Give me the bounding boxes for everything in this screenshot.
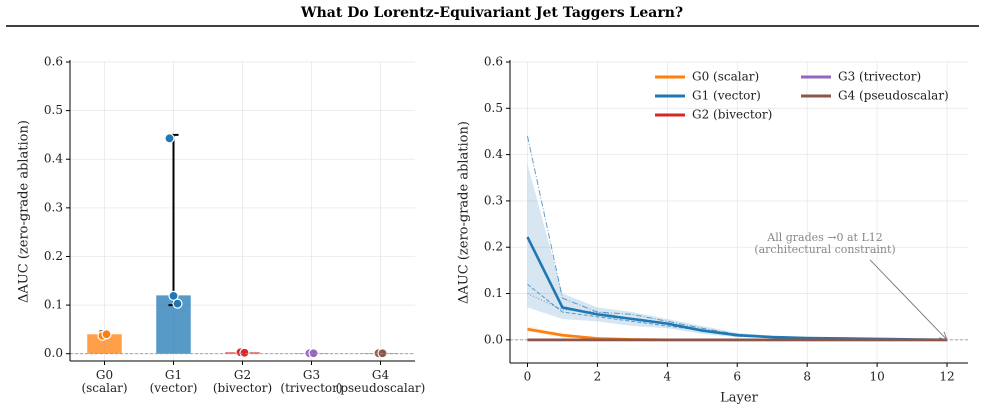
y-tick-label: 0.0 (44, 346, 63, 360)
seed-point (101, 329, 112, 340)
x-tick-label: 4 (664, 370, 672, 384)
annotation: All grades →0 at L12 (architectural const… (754, 231, 895, 256)
legend-label: G0 (scalar) (692, 70, 759, 84)
y-tick-label: 0.6 (44, 55, 63, 69)
seed-point (377, 348, 388, 359)
seed-point (239, 347, 250, 358)
x-tick-label: 10 (869, 370, 884, 384)
y-tick-label: 0.4 (484, 147, 503, 161)
legend-label: G3 (trivector) (838, 70, 921, 84)
y-tick-label: 0.2 (44, 249, 63, 263)
x-tick-label: 0 (524, 370, 532, 384)
y-tick-label: 0.3 (484, 193, 503, 207)
x-tick-label: 12 (939, 370, 954, 384)
x-tick-label: 8 (803, 370, 811, 384)
y-tick-label: 0.5 (484, 101, 503, 115)
annotation-arrow (869, 259, 948, 341)
y-tick-label: 0.5 (44, 103, 63, 117)
seed-point (164, 133, 175, 144)
y-tick-label: 0.4 (44, 152, 63, 166)
x-tick-label: G1 (vector) (150, 368, 198, 395)
y-axis-label: ΔAUC (zero-grade ablation) (17, 120, 32, 303)
x-tick-label: G4 (pseudoscalar) (336, 368, 426, 395)
y-tick-label: 0.2 (484, 240, 503, 254)
y-tick-label: 0.6 (484, 55, 503, 69)
legend-label: G2 (bivector) (692, 108, 772, 122)
legend-label: G4 (pseudoscalar) (838, 89, 949, 103)
legend-label: G1 (vector) (692, 89, 761, 103)
error-bar (168, 133, 179, 307)
y-tick-label: 0.1 (484, 286, 503, 300)
seed-point (172, 298, 183, 309)
seed-point (308, 348, 319, 359)
y-tick-label: 0.1 (44, 298, 63, 312)
x-tick-label: G3 (trivector) (280, 368, 342, 395)
x-axis-label: Layer (720, 391, 758, 406)
y-tick-label: 0.3 (44, 200, 63, 214)
y-tick-label: 0.0 (484, 332, 503, 346)
y-axis-label: ΔAUC (zero-grade ablation) (457, 121, 472, 304)
x-tick-label: G2 (bivector) (213, 368, 272, 395)
bar (87, 334, 122, 354)
x-tick-label: G0 (scalar) (81, 368, 127, 395)
figure-title: What Do Lorentz-Equivariant Jet Taggers … (300, 5, 683, 21)
x-tick-label: 2 (594, 370, 602, 384)
x-tick-label: 6 (733, 370, 741, 384)
seed-point (168, 290, 179, 301)
